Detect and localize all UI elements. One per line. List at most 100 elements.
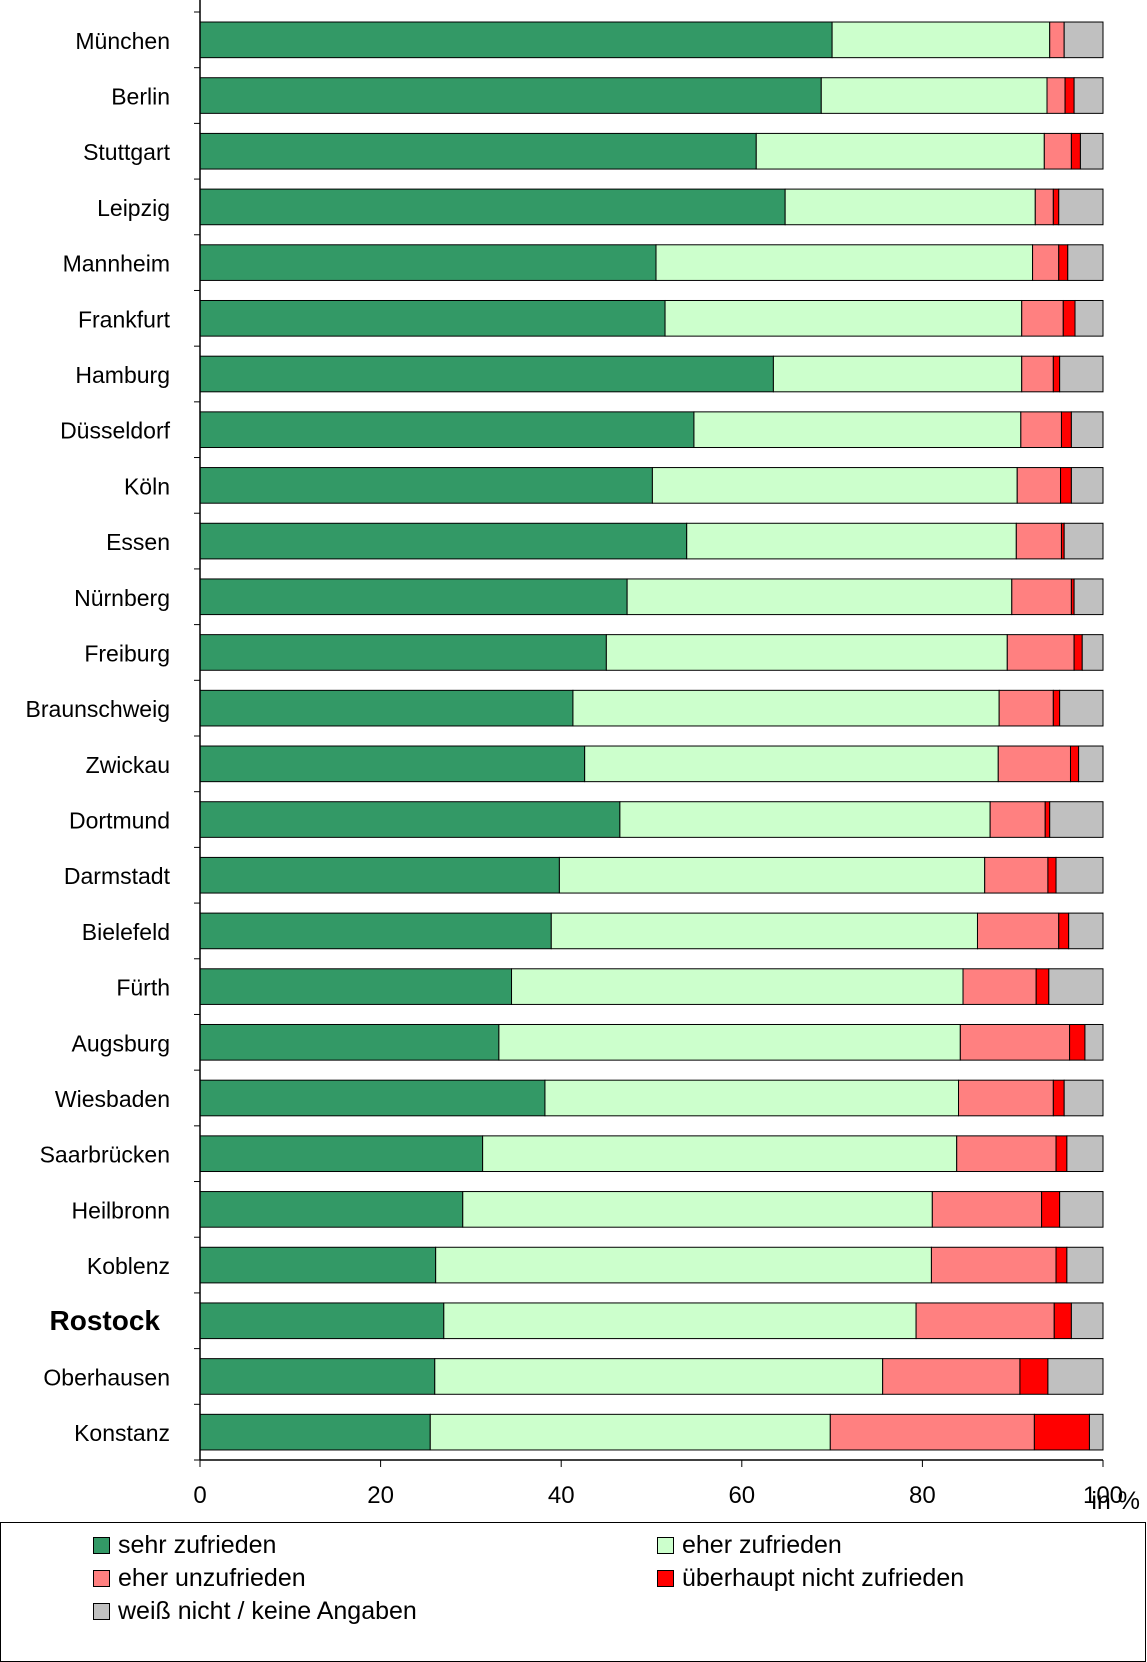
bar-segment-mannheim-sehr-zufrieden [199, 244, 657, 281]
bar-segment-koblenz-weiss-nicht-keine-angaben [1066, 1246, 1104, 1284]
x-tick-labels: 0 20 40 60 80 100 [193, 1482, 1123, 1509]
legend-item-eher-unzufrieden: eher unzufrieden [93, 1563, 306, 1593]
bar-segment-koeln-weiss-nicht-keine-angaben [1070, 467, 1104, 504]
bar-segment-berlin-eher-unzufrieden [1046, 77, 1066, 114]
bar-segment-dortmund-ueberhaupt-nicht-zufrieden [1044, 801, 1051, 838]
bar-segment-saarbruecken-weiss-nicht-keine-angaben [1066, 1135, 1104, 1173]
bar-segment-rostock-sehr-zufrieden [199, 1302, 445, 1340]
category-label-bielefeld: Bielefeld [82, 919, 170, 945]
bar-segment-oberhausen-eher-zufrieden [434, 1358, 884, 1395]
bar-segment-hamburg-ueberhaupt-nicht-zufrieden [1052, 355, 1061, 393]
axes-group [194, 0, 1104, 1467]
bar-segment-essen-weiss-nicht-keine-angaben [1063, 522, 1104, 560]
bar-segment-essen-eher-unzufrieden [1015, 522, 1062, 560]
bar-segment-leipzig-sehr-zufrieden [199, 188, 786, 226]
bar-segment-konstanz-ueberhaupt-nicht-zufrieden [1033, 1413, 1090, 1451]
legend-item-weiss-nicht: weiß nicht / keine Angaben [93, 1596, 417, 1626]
stacked-bar-chart: München Berlin Stuttgart Leipzig Mannheim Fra… [26, 0, 1140, 1515]
category-label-dortmund: Dortmund [69, 808, 170, 834]
category-label-konstanz: Konstanz [74, 1420, 170, 1446]
category-label-essen: Essen [106, 529, 170, 555]
category-label-mannheim: Mannheim [63, 251, 170, 277]
x-tick-label: 80 [909, 1482, 936, 1509]
bar-segment-hamburg-eher-unzufrieden [1021, 355, 1054, 393]
bar-segment-mannheim-eher-zufrieden [655, 244, 1034, 281]
bar-segment-braunschweig-sehr-zufrieden [199, 689, 574, 727]
bar-segment-zwickau-eher-unzufrieden [997, 745, 1071, 783]
bar-segment-koblenz-eher-zufrieden [435, 1246, 932, 1284]
bar-segment-mannheim-eher-unzufrieden [1032, 244, 1060, 281]
bar-segment-bielefeld-weiss-nicht-keine-angaben [1068, 912, 1104, 950]
bar-segment-augsburg-ueberhaupt-nicht-zufrieden [1069, 1023, 1086, 1061]
bar-segment-darmstadt-ueberhaupt-nicht-zufrieden [1047, 856, 1057, 894]
bar-segment-saarbruecken-eher-unzufrieden [956, 1135, 1057, 1173]
bar-segment-saarbruecken-ueberhaupt-nicht-zufrieden [1055, 1135, 1068, 1173]
bar-segment-fuerth-ueberhaupt-nicht-zufrieden [1035, 968, 1050, 1005]
bar-segment-augsburg-eher-unzufrieden [959, 1023, 1071, 1061]
x-tick-label: 0 [193, 1482, 206, 1509]
bar-segment-rostock-eher-unzufrieden [915, 1302, 1055, 1340]
bar-segment-konstanz-eher-zufrieden [429, 1413, 831, 1451]
category-label-rostock: Rostock [50, 1305, 161, 1336]
bar-segment-hamburg-sehr-zufrieden [199, 355, 774, 393]
bar-segment-darmstadt-sehr-zufrieden [199, 856, 560, 894]
bar-segment-duesseldorf-weiss-nicht-keine-angaben [1070, 411, 1104, 449]
bar-segment-koblenz-ueberhaupt-nicht-zufrieden [1055, 1246, 1068, 1284]
bar-segment-oberhausen-weiss-nicht-keine-angaben [1047, 1358, 1104, 1395]
bar-segment-koeln-eher-zufrieden [651, 467, 1018, 504]
bar-segment-heilbronn-eher-unzufrieden [931, 1191, 1043, 1228]
bar-segment-zwickau-eher-zufrieden [584, 745, 999, 783]
bar-segment-nuernberg-weiss-nicht-keine-angaben [1073, 578, 1104, 616]
bar-segment-dortmund-weiss-nicht-keine-angaben [1049, 801, 1104, 838]
bar-segment-bielefeld-eher-zufrieden [550, 912, 978, 950]
bar-segment-freiburg-eher-unzufrieden [1006, 634, 1075, 671]
bar-segment-augsburg-weiss-nicht-keine-angaben [1084, 1023, 1104, 1061]
bar-segment-nuernberg-eher-zufrieden [626, 578, 1013, 616]
bar-segment-duesseldorf-ueberhaupt-nicht-zufrieden [1060, 411, 1072, 449]
bar-segment-stuttgart-weiss-nicht-keine-angaben [1079, 132, 1104, 170]
bar-segment-augsburg-eher-zufrieden [498, 1023, 961, 1061]
bar-segment-nuernberg-sehr-zufrieden [199, 578, 628, 616]
bar-segment-konstanz-sehr-zufrieden [199, 1413, 431, 1451]
bar-segment-leipzig-ueberhaupt-nicht-zufrieden [1052, 188, 1060, 226]
bar-segment-essen-sehr-zufrieden [199, 522, 688, 560]
category-label-koblenz: Koblenz [87, 1253, 170, 1279]
bar-segment-hamburg-eher-zufrieden [772, 355, 1023, 393]
category-label-berlin: Berlin [111, 84, 170, 110]
bar-segment-koeln-ueberhaupt-nicht-zufrieden [1060, 467, 1072, 504]
bar-segment-berlin-weiss-nicht-keine-angaben [1073, 77, 1104, 114]
bar-segment-oberhausen-ueberhaupt-nicht-zufrieden [1019, 1358, 1049, 1395]
category-label-braunschweig: Braunschweig [26, 696, 170, 722]
bar-segment-koblenz-sehr-zufrieden [199, 1246, 437, 1284]
legend-label: weiß nicht / keine Angaben [118, 1597, 417, 1625]
bar-segment-rostock-ueberhaupt-nicht-zufrieden [1053, 1302, 1072, 1340]
bar-segment-dortmund-eher-zufrieden [619, 801, 991, 838]
legend-item-ueberhaupt-nicht-zufrieden: überhaupt nicht zufrieden [657, 1563, 964, 1593]
legend-swatch-ueberhaupt-nicht-zufrieden [657, 1569, 674, 1587]
category-label-saarbruecken: Saarbrücken [40, 1142, 170, 1168]
bar-segment-freiburg-weiss-nicht-keine-angaben [1081, 634, 1104, 671]
bar-segment-stuttgart-ueberhaupt-nicht-zufrieden [1070, 132, 1081, 170]
bar-segment-saarbruecken-eher-zufrieden [482, 1135, 958, 1173]
bar-segment-berlin-ueberhaupt-nicht-zufrieden [1064, 77, 1075, 114]
bar-segment-leipzig-weiss-nicht-keine-angaben [1058, 188, 1104, 226]
bar-segment-fuerth-sehr-zufrieden [199, 968, 513, 1005]
category-labels: München Berlin Stuttgart Leipzig Mannheim Fra… [26, 28, 171, 1446]
bar-segment-zwickau-ueberhaupt-nicht-zufrieden [1069, 745, 1080, 783]
bar-segment-berlin-eher-zufrieden [820, 77, 1048, 114]
bar-segment-frankfurt-ueberhaupt-nicht-zufrieden [1062, 299, 1076, 337]
bar-segment-zwickau-sehr-zufrieden [199, 745, 586, 783]
bar-segment-darmstadt-weiss-nicht-keine-angaben [1055, 856, 1104, 894]
bar-segment-heilbronn-weiss-nicht-keine-angaben [1059, 1191, 1104, 1228]
bar-segment-nuernberg-eher-unzufrieden [1011, 578, 1072, 616]
legend-item-eher-zufrieden: eher zufrieden [657, 1530, 842, 1560]
bar-segment-braunschweig-ueberhaupt-nicht-zufrieden [1052, 689, 1061, 727]
legend-label: sehr zufrieden [118, 1531, 277, 1559]
bar-segment-wiesbaden-weiss-nicht-keine-angaben [1063, 1079, 1104, 1117]
bar-segment-stuttgart-eher-unzufrieden [1043, 132, 1072, 170]
bar-segment-saarbruecken-sehr-zufrieden [199, 1135, 484, 1173]
bar-segment-mannheim-weiss-nicht-keine-angaben [1067, 244, 1104, 281]
category-label-darmstadt: Darmstadt [64, 863, 171, 889]
category-label-fuerth: Fürth [116, 975, 170, 1001]
bar-segment-stuttgart-eher-zufrieden [755, 132, 1045, 170]
